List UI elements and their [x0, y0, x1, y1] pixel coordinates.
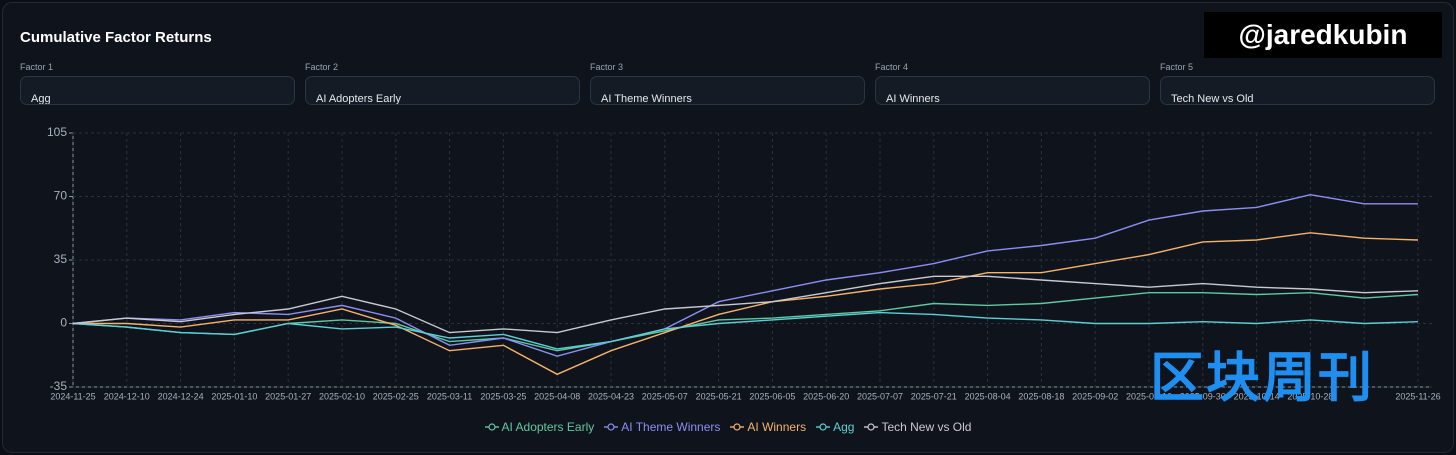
x-tick-label: 2025-08-04: [965, 391, 1011, 401]
x-tick-label: 2025-02-25: [373, 391, 419, 401]
factor-dropdown[interactable]: AI Winners: [875, 76, 1150, 105]
factor-label: Factor 1: [20, 62, 54, 72]
chart-title: Cumulative Factor Returns: [20, 29, 212, 46]
x-tick-label: 2025-07-21: [911, 391, 957, 401]
legend-label: Tech New vs Old: [881, 420, 972, 434]
legend-symbol: [484, 423, 499, 431]
legend-dot: [867, 423, 876, 431]
x-tick-label: 2025-03-11: [427, 391, 472, 401]
legend-label: AI Adopters Early: [501, 420, 595, 434]
x-tick-label: 2025-01-27: [265, 391, 311, 401]
y-tick-label: -35: [50, 379, 68, 393]
x-tick-label: 2025-10-28: [1287, 391, 1333, 401]
legend: AI Adopters Early AI Theme Winners AI Winn…: [0, 420, 1456, 434]
legend-item[interactable]: AI Adopters Early: [484, 420, 595, 434]
legend-label: Agg: [833, 420, 855, 434]
y-tick-label: 0: [60, 316, 67, 330]
x-tick-label: 2025-07-07: [857, 391, 903, 401]
factor-label: Factor 2: [305, 62, 339, 72]
factor-label: Factor 3: [590, 62, 624, 72]
x-tick-label: 2024-12-10: [104, 391, 150, 401]
legend-symbol: [730, 423, 745, 431]
series-line: [72, 275, 1419, 334]
x-tick-label: 2025-06-05: [749, 391, 795, 401]
x-tick-label: 2025-05-21: [696, 391, 742, 401]
legend-item[interactable]: Tech New vs Old: [864, 420, 971, 434]
legend-label: AI Winners: [747, 420, 807, 434]
x-tick-label: 2025-06-20: [803, 391, 849, 401]
series-line: [72, 291, 1419, 352]
legend-item[interactable]: Agg: [816, 420, 854, 434]
factor-selector: Factor 4 AI Winners: [875, 62, 1150, 105]
factor-label: Factor 4: [875, 62, 909, 72]
x-tick-label: 2025-01-10: [211, 391, 257, 401]
x-tick-label: 2025-04-23: [588, 391, 634, 401]
x-tick-label: 2025-09-30: [1180, 391, 1226, 401]
legend-dot: [819, 423, 827, 431]
watermark: @jaredkubin: [1204, 12, 1442, 58]
factor-selector: Factor 1 Agg: [20, 62, 295, 105]
x-tick-label: 2025-02-10: [319, 391, 365, 401]
series-line: [72, 311, 1419, 350]
x-tick-label: 2025-08-18: [1018, 391, 1064, 401]
legend-item[interactable]: AI Winners: [730, 420, 806, 434]
factor-dropdown[interactable]: Tech New vs Old: [1160, 76, 1435, 105]
factor-dropdown[interactable]: AI Theme Winners: [590, 76, 865, 105]
legend-symbol: [864, 423, 879, 431]
x-tick-label: 2025-10-14: [1234, 391, 1280, 401]
x-tick-label: 2025-11-26: [1395, 391, 1440, 401]
factor-dropdown[interactable]: Agg: [20, 76, 295, 105]
logo-watermark: 区块周刊: [1150, 348, 1374, 408]
legend-symbol: [604, 423, 619, 431]
legend-dot: [607, 423, 615, 431]
legend-label: AI Theme Winners: [621, 420, 721, 434]
legend-item[interactable]: AI Theme Winners: [604, 420, 720, 434]
x-tick-label: 2024-11-25: [50, 391, 95, 401]
series-line: [73, 232, 1419, 376]
legend-dot: [733, 423, 741, 431]
legend-dot: [487, 423, 496, 431]
x-tick-label: 2025-03-25: [480, 391, 526, 401]
x-tick-label: 2025-05-07: [642, 391, 688, 401]
factor-dropdown[interactable]: AI Adopters Early: [305, 76, 580, 105]
x-tick-label: 2025-09-02: [1072, 391, 1118, 401]
factor-selector: Factor 3 AI Theme Winners: [590, 62, 865, 105]
legend-symbol: [816, 423, 831, 431]
y-tick-label: 35: [54, 252, 68, 266]
x-tick-label: 2025-04-08: [534, 391, 580, 401]
x-tick-label: 2024-12-24: [158, 391, 204, 401]
series-line: [72, 193, 1418, 357]
y-tick-label: 105: [47, 125, 67, 139]
factor-label: Factor 5: [1160, 62, 1194, 72]
x-tick-label: 2025-09-16: [1126, 391, 1172, 401]
factor-selector: Factor 5 Tech New vs Old: [1160, 62, 1435, 105]
factor-selector: Factor 2 AI Adopters Early: [305, 62, 580, 105]
y-tick-label: 70: [54, 189, 68, 203]
